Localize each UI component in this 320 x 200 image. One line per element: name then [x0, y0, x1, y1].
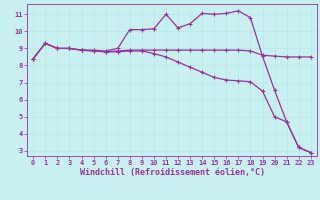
- X-axis label: Windchill (Refroidissement éolien,°C): Windchill (Refroidissement éolien,°C): [79, 168, 265, 177]
